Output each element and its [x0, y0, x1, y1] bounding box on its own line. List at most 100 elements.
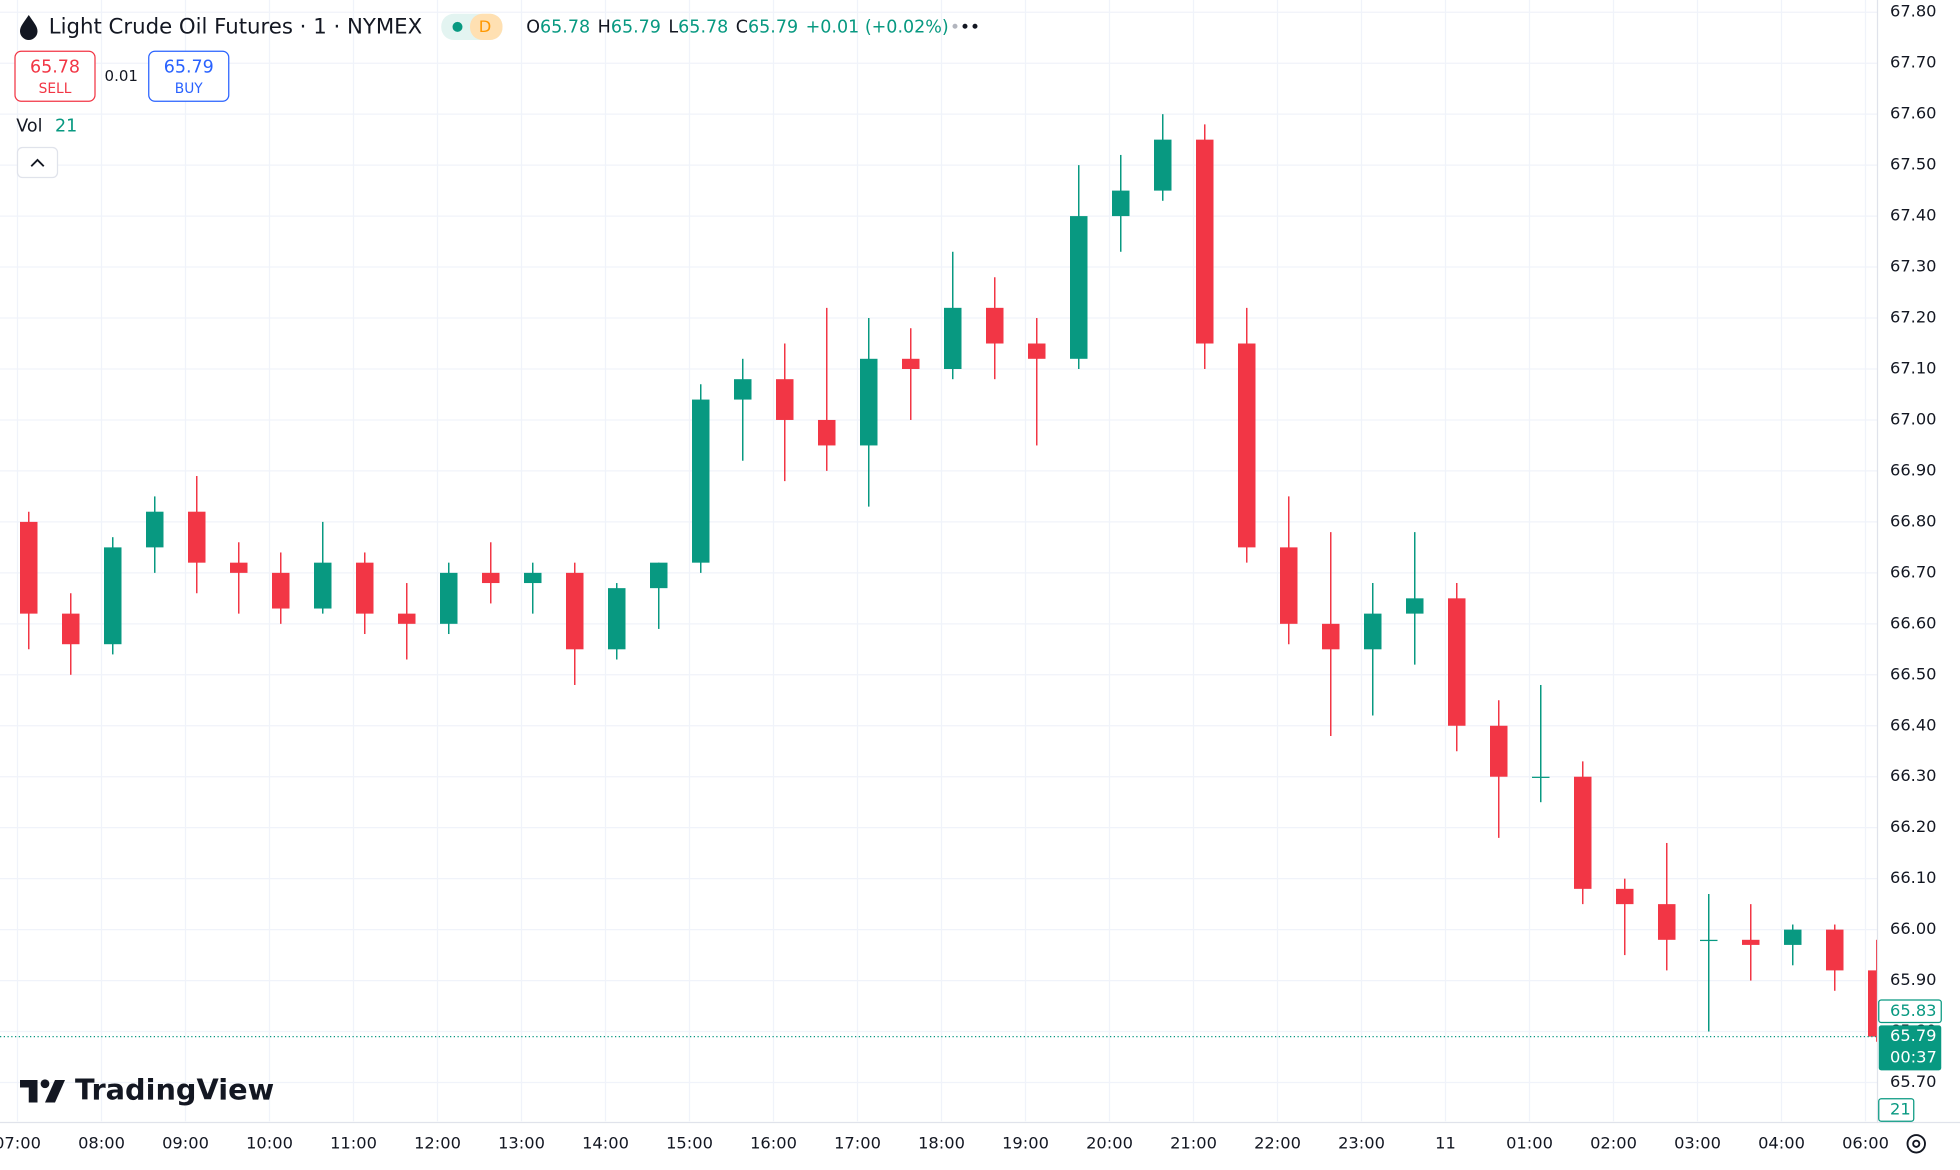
y-tick-label: 65.70	[1890, 1072, 1937, 1091]
candle-body	[566, 572, 584, 650]
y-tick-label: 67.80	[1890, 2, 1937, 21]
logo	[20, 1079, 65, 1103]
candle-body	[1658, 904, 1676, 940]
y-tick-label: 67.20	[1890, 308, 1937, 327]
candle-body	[902, 358, 920, 369]
candle-body	[692, 399, 710, 563]
axes: 65.7065.8065.9066.0066.1066.2066.3066.40…	[0, 2, 1942, 1152]
y-tick-label: 67.00	[1890, 409, 1937, 428]
collapse-icon	[30, 158, 45, 167]
candle-body	[1490, 725, 1508, 777]
candle-body	[860, 358, 878, 446]
x-tick-label: 22:00	[1254, 1133, 1301, 1152]
settings-button[interactable]	[1906, 1134, 1926, 1154]
candle-body	[1322, 623, 1340, 650]
y-tick-label: 66.10	[1890, 868, 1937, 887]
ohlc: O65.78 H65.79 L65.78 C65.79 +0.01 (+0.02%)	[526, 18, 948, 38]
sell-price: 65.78	[30, 58, 80, 78]
x-tick-label: 01:00	[1506, 1133, 1553, 1152]
x-tick-label: 02:00	[1590, 1133, 1637, 1152]
candle-body	[524, 572, 542, 584]
ohlc-key: O	[526, 18, 540, 38]
candle-body	[818, 419, 836, 446]
candle-body	[482, 572, 500, 584]
x-tick-label: 14:00	[582, 1133, 629, 1152]
candle-body	[650, 562, 668, 589]
candle-body	[398, 613, 416, 624]
time-axis	[0, 1122, 1960, 1170]
candle-body	[1280, 547, 1298, 624]
candle-body	[62, 613, 80, 645]
candle-body	[1406, 598, 1424, 614]
more-button[interactable]	[952, 23, 978, 29]
y-tick-label: 67.30	[1890, 257, 1937, 276]
ohlc-key: C	[736, 18, 748, 38]
x-tick-label: 07:00	[0, 1133, 41, 1152]
candle-body	[1448, 598, 1466, 726]
candle-body	[1574, 776, 1592, 889]
last-price-box	[1878, 1025, 1942, 1071]
y-tick-label: 66.30	[1890, 766, 1937, 785]
volume-axis-label: 21	[1890, 1100, 1911, 1119]
candle-body	[230, 562, 248, 573]
price-marker-label: 65.83	[1890, 1001, 1937, 1020]
x-tick-label: 19:00	[1002, 1133, 1049, 1152]
spread: 0.01	[105, 67, 138, 85]
x-tick-label: 20:00	[1086, 1133, 1133, 1152]
buy-button[interactable]	[148, 50, 230, 102]
ohlc-value: 65.78	[678, 18, 728, 38]
candle-body	[146, 511, 164, 548]
x-tick-label: 21:00	[1170, 1133, 1217, 1152]
candle-body	[1238, 343, 1256, 548]
candle-body	[272, 572, 290, 609]
logo-text: TradingView	[75, 1072, 274, 1106]
sell-button[interactable]	[14, 50, 96, 102]
x-tick-label: 08:00	[78, 1133, 125, 1152]
candle-body	[314, 562, 332, 609]
x-tick-label: 04:00	[1758, 1133, 1805, 1152]
candle-body	[1112, 190, 1130, 217]
countdown: 00:37	[1890, 1047, 1937, 1066]
x-tick-label: 18:00	[918, 1133, 965, 1152]
x-tick-label: 11:00	[330, 1133, 377, 1152]
candle-body	[1784, 929, 1802, 945]
candle-body	[944, 307, 962, 369]
volume-axis-box	[1878, 1098, 1915, 1122]
candle-body	[104, 547, 122, 645]
last-price-label: 65.79	[1890, 1026, 1937, 1045]
candle-body	[1070, 216, 1088, 359]
candle-body	[608, 588, 626, 650]
x-tick-label: 23:00	[1338, 1133, 1385, 1152]
ohlc-value: 65.78	[540, 18, 590, 38]
y-tick-label: 67.50	[1890, 155, 1937, 174]
y-tick-label: 66.40	[1890, 715, 1937, 734]
candle-body	[1028, 343, 1046, 359]
candle-body	[1826, 929, 1844, 971]
price-marker-box	[1878, 999, 1942, 1024]
y-tick-label: 67.60	[1890, 104, 1937, 123]
price-axis	[1877, 0, 1960, 1170]
grid	[0, 0, 1878, 1122]
market-open-dot	[452, 21, 463, 32]
x-tick-label: 13:00	[498, 1133, 545, 1152]
change: +0.01 (+0.02%)	[806, 18, 949, 38]
y-tick-label: 66.60	[1890, 613, 1937, 632]
collapse-button[interactable]	[16, 146, 59, 179]
ohlc-key: H	[598, 18, 611, 38]
candle-body	[986, 307, 1004, 344]
ohlc-value: 65.79	[748, 18, 798, 38]
x-tick-label: 15:00	[666, 1133, 713, 1152]
symbol-title[interactable]: Light Crude Oil Futures · 1 · NYMEX	[49, 15, 422, 40]
candle-body	[776, 379, 794, 420]
x-tick-label: 03:00	[1674, 1133, 1721, 1152]
candle-body	[1532, 776, 1550, 778]
volume-value: 21	[55, 116, 77, 136]
y-tick-label: 66.20	[1890, 817, 1937, 836]
candle-body	[20, 521, 38, 614]
buy-label: BUY	[175, 81, 203, 97]
x-tick-label: 11	[1435, 1133, 1456, 1152]
y-tick-label: 65.90	[1890, 970, 1937, 989]
symbol-icon	[20, 15, 38, 40]
candle-body	[1616, 888, 1634, 905]
